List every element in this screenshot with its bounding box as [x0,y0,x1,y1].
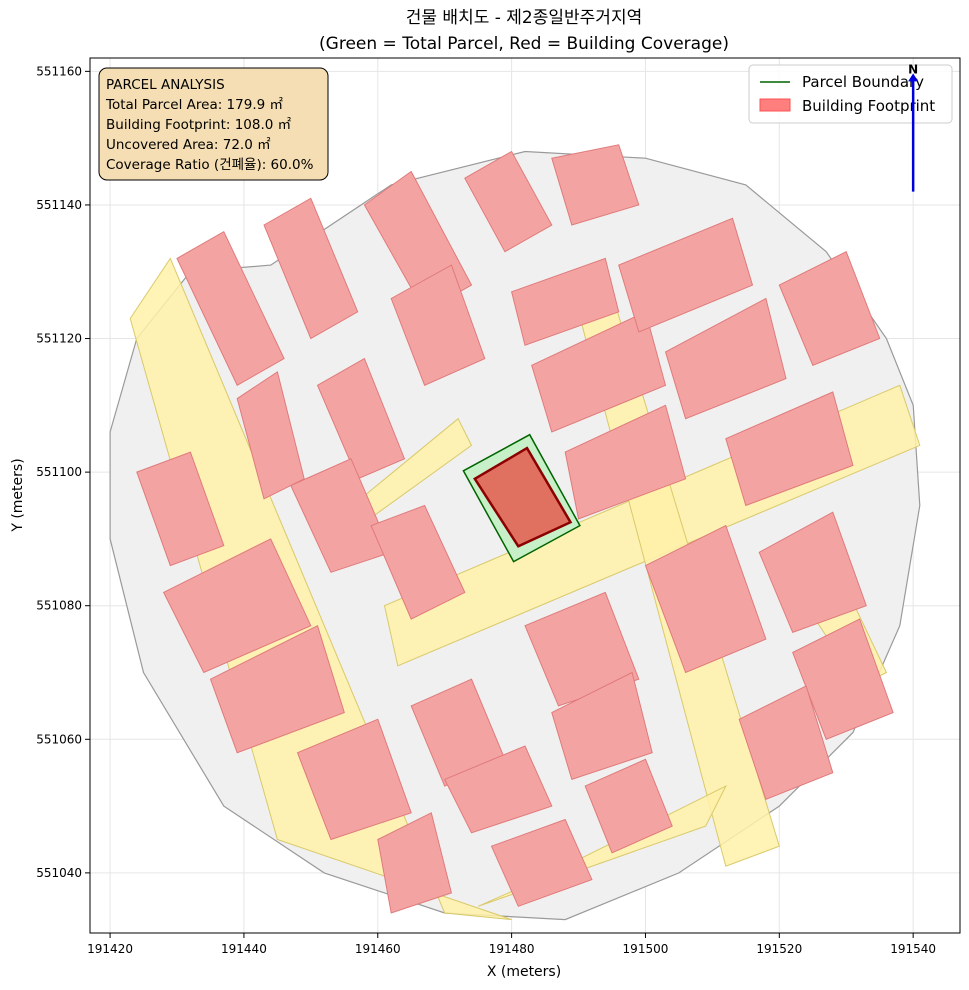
building-footprint [236,371,305,500]
x-axis-label: X (meters) [487,964,561,980]
legend-building-label: Building Footprint [802,97,935,115]
x-tick-label: 191500 [623,942,669,956]
legend-frame [748,64,953,124]
building-footprint [758,511,867,634]
building-footprint [551,671,653,781]
building-layer [136,144,894,914]
north-arrow-head [908,73,919,82]
building-footprint [551,144,640,226]
building-footprint [584,758,673,854]
x-axis-ticks: 191420 191440 191460 191480 191500 191520 1915… [87,933,936,956]
building-footprint [370,504,466,620]
building-footprint [778,251,881,366]
y-axis-label: Y (meters) [10,458,26,532]
info-line-footprint: Building Footprint: 108.0 ㎡ [106,117,292,133]
legend: Parcel Boundary Building Footprint [748,64,953,124]
building-footprint [725,391,854,507]
plot-frame [89,57,961,934]
info-line-total-area: Total Parcel Area: 179.9 ㎡ [105,97,283,113]
building-footprint [792,618,894,740]
y-tick-label: 551100 [36,465,82,479]
building-footprint [564,404,687,520]
y-tick-label: 551080 [36,599,82,613]
building-footprint [162,538,312,674]
building-footprint [176,230,285,387]
building-footprint [464,150,553,253]
building-footprint [738,685,834,801]
building-footprint [618,217,754,333]
building-footprint [511,257,620,346]
y-tick-label: 551040 [36,866,82,880]
y-tick-label: 551120 [36,332,82,346]
building-footprint [316,357,406,480]
building-footprint [531,311,667,433]
y-tick-label: 551140 [36,198,82,212]
chart-title: 건물 배치도 - 제2종일반주거지역 [406,8,642,28]
info-line-uncovered: Uncovered Area: 72.0 ㎡ [106,137,271,153]
info-line-heading: PARCEL ANALYSIS [106,77,225,93]
y-tick-label: 551160 [36,64,82,78]
building-footprint [524,591,640,707]
chart-subtitle: (Green = Total Parcel, Red = Building Co… [319,34,729,54]
building-footprint [377,812,452,914]
x-tick-label: 191480 [489,942,535,956]
info-line-coverage-ratio: Coverage Ratio (건폐율): 60.0% [106,157,314,173]
x-tick-label: 191440 [221,942,267,956]
building-footprint [644,524,767,674]
info-box: PARCEL ANALYSIS Total Parcel Area: 179.9… [98,67,329,181]
building-footprint [136,451,225,567]
target-building [473,446,573,548]
north-arrow-label: N [908,62,918,76]
building-footprint [664,297,787,420]
y-axis-ticks: 551040 551060 551080 551100 551120 551140 5511… [36,64,90,880]
y-tick-label: 551060 [36,732,82,746]
x-tick-label: 191420 [87,942,133,956]
legend-parcel-label: Parcel Boundary [802,73,924,91]
building-footprint [444,745,553,834]
road [129,257,512,921]
x-tick-label: 191540 [890,942,936,956]
building-footprint [390,264,486,386]
building-footprint [263,197,359,340]
building-footprint [296,718,412,841]
building-footprint [490,818,593,907]
info-box-background [98,67,329,181]
north-arrow: N [908,62,919,192]
x-tick-label: 191520 [756,942,802,956]
building-footprint [209,624,345,754]
x-tick-label: 191460 [355,942,401,956]
legend-building-swatch [759,98,791,112]
target-parcel-layer [462,433,581,563]
